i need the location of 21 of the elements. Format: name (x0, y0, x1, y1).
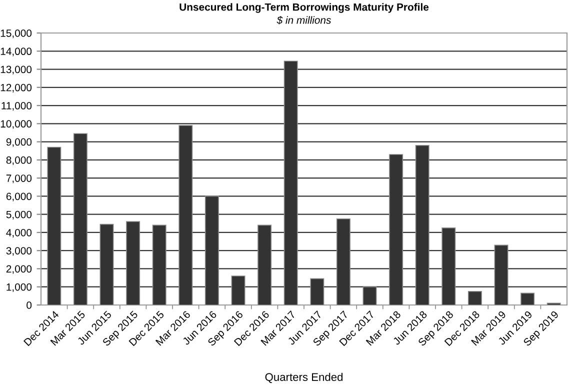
y-tick-label: 2,000 (6, 265, 32, 274)
y-tick-label: 1,000 (6, 283, 32, 292)
bar (468, 290, 482, 305)
y-tick-label: 12,000 (0, 84, 32, 93)
y-tick-label: 7,000 (6, 174, 32, 184)
chart-title: Unsecured Long-Term Borrowings Maturity Profile (180, 3, 429, 13)
bar (520, 292, 535, 305)
y-tick-label: 4,000 (6, 228, 32, 238)
y-tick-label: 13,000 (0, 66, 32, 74)
y-tick-label: 0 (26, 302, 32, 309)
y-tick-label: 9,000 (6, 138, 32, 147)
y-tick-label: 6,000 (6, 192, 32, 202)
y-tick-label: 15,000 (0, 30, 32, 38)
y-tick-label: 5,000 (6, 210, 32, 220)
y-tick-label: 11,000 (2, 102, 32, 111)
y-tick-label: 14,000 (0, 48, 32, 56)
chart-subtitle: $ in millions (276, 16, 331, 24)
y-tick-label: 10,000 (0, 120, 32, 129)
y-tick-label: 3,000 (6, 247, 32, 256)
y-tick-label: 8,000 (6, 156, 32, 166)
x-axis-title: Quarters Ended (265, 372, 343, 383)
